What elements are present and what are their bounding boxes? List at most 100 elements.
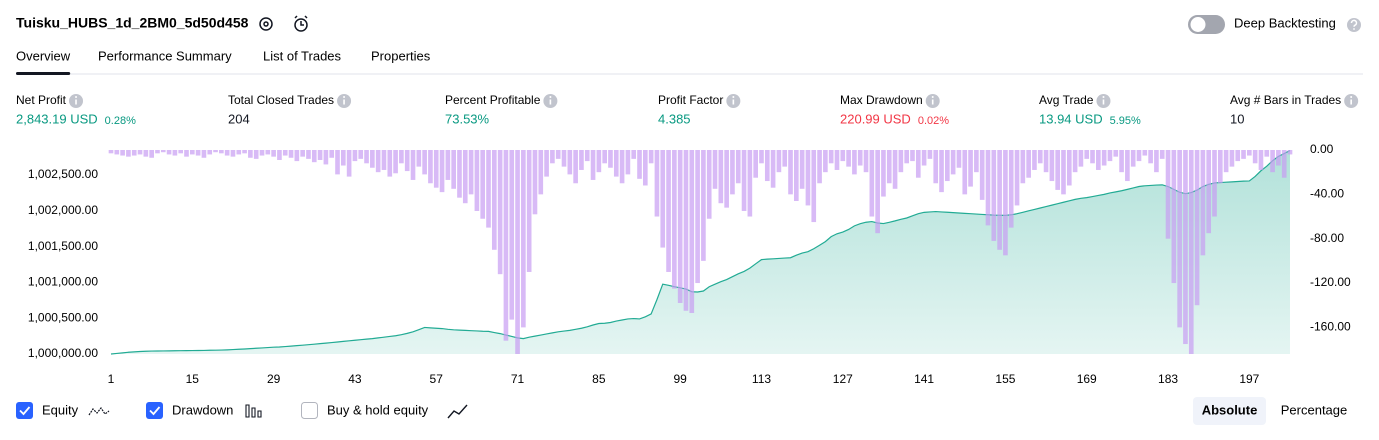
drawdown-bar bbox=[416, 150, 422, 167]
drawdown-bar bbox=[248, 150, 253, 158]
drawdown-bar bbox=[207, 150, 213, 155]
drawdown-bar bbox=[701, 150, 706, 261]
drawdown-bar bbox=[172, 150, 178, 156]
info-icon-dot bbox=[1102, 96, 1105, 98]
drawdown-bar bbox=[619, 150, 625, 184]
drawdown-bar bbox=[974, 150, 979, 173]
drawdown-bar bbox=[1159, 150, 1165, 159]
drawdown-bar bbox=[480, 150, 486, 219]
metric-value: 220.99 USD bbox=[840, 111, 911, 126]
drawdown-bar bbox=[608, 150, 613, 168]
drawdown-bar bbox=[277, 150, 282, 160]
drawdown-bar bbox=[433, 150, 439, 188]
drawdown-bar bbox=[370, 150, 375, 168]
drawdown-bar bbox=[306, 150, 311, 159]
drawdown-bar bbox=[1171, 150, 1177, 284]
info-icon-mark bbox=[1350, 99, 1352, 105]
metric-value: 73.53% bbox=[445, 111, 490, 126]
y-tick-label: 1,002,500.00 bbox=[28, 167, 98, 181]
drawdown-bar bbox=[596, 150, 602, 173]
mode-button[interactable]: Absolute bbox=[1202, 402, 1258, 417]
drawdown-bar bbox=[1084, 150, 1090, 159]
drawdown-bar bbox=[189, 150, 195, 155]
equity-area bbox=[111, 150, 1290, 354]
drawdown-bar bbox=[747, 150, 753, 217]
tab[interactable]: Performance Summary bbox=[98, 48, 232, 63]
drawdown-bar bbox=[288, 150, 294, 158]
drawdown-bar bbox=[486, 150, 491, 228]
drawdown-bar bbox=[352, 150, 358, 162]
drawdown-bar bbox=[730, 150, 735, 195]
drawdown-bar bbox=[271, 150, 276, 157]
drawdown-bar bbox=[364, 150, 369, 164]
drawdown-bar bbox=[219, 150, 224, 154]
drawdown-bar bbox=[503, 150, 509, 341]
drawdown-bar bbox=[1008, 150, 1014, 228]
metric-value: 13.94 USD bbox=[1039, 111, 1103, 126]
tab[interactable]: Properties bbox=[371, 48, 431, 63]
drawdown-bar bbox=[1165, 150, 1171, 239]
drawdown-bar bbox=[422, 150, 427, 175]
drawdown-bar bbox=[462, 150, 468, 204]
drawdown-bar bbox=[224, 150, 230, 156]
y-tick-label: 1,000,500.00 bbox=[28, 310, 98, 324]
drawdown-bar bbox=[921, 150, 927, 166]
drawdown-bar bbox=[1026, 150, 1031, 178]
drawdown-bar bbox=[660, 150, 666, 248]
drawdown-bar bbox=[509, 150, 515, 320]
drawdown-bar bbox=[387, 150, 393, 177]
drawdown-bar bbox=[1148, 150, 1153, 164]
info-icon-mark bbox=[732, 99, 735, 105]
metric-value: 10 bbox=[1230, 111, 1244, 126]
drawdown-bar bbox=[1223, 150, 1229, 173]
info-icon-dot bbox=[343, 96, 346, 98]
legend-label[interactable]: Equity bbox=[42, 402, 79, 417]
y2-tick-label: -120.00 bbox=[1310, 275, 1351, 289]
tab[interactable]: List of Trades bbox=[263, 48, 342, 63]
info-icon-mark bbox=[343, 99, 345, 105]
drawdown-bar bbox=[898, 150, 904, 173]
metric-label: Avg # Bars in Trades bbox=[1230, 93, 1341, 107]
drawdown-bar bbox=[904, 150, 910, 164]
drawdown-bar bbox=[1066, 150, 1072, 186]
legend-label[interactable]: Buy & hold equity bbox=[327, 402, 429, 417]
legend-label[interactable]: Drawdown bbox=[172, 402, 233, 417]
drawdown-bar bbox=[805, 150, 811, 206]
metric-label: Profit Factor bbox=[658, 93, 723, 107]
drawdown-bar bbox=[1014, 150, 1020, 206]
drawdown-bar bbox=[567, 150, 573, 175]
metric-label: Max Drawdown bbox=[840, 93, 923, 107]
checkbox[interactable] bbox=[16, 402, 33, 419]
checkbox[interactable] bbox=[301, 402, 318, 419]
drawdown-bar bbox=[782, 150, 788, 167]
drawdown-bar bbox=[579, 150, 584, 170]
drawdown-bar bbox=[230, 150, 236, 157]
settings-icon[interactable] bbox=[259, 17, 273, 31]
info-icon-dot bbox=[75, 96, 78, 98]
y-tick-label: 1,000,000.00 bbox=[28, 346, 98, 360]
drawdown-bar bbox=[799, 150, 805, 189]
drawdown-bar bbox=[1217, 150, 1223, 184]
drawdown-bar bbox=[149, 150, 154, 158]
help-icon[interactable] bbox=[1347, 18, 1361, 32]
alert-icon[interactable] bbox=[294, 15, 308, 32]
metric-change: 5.95% bbox=[1110, 115, 1141, 127]
drawdown-bar bbox=[555, 150, 561, 159]
drawdown-bar bbox=[329, 150, 335, 158]
metric-label: Net Profit bbox=[16, 93, 67, 107]
drawdown-bar bbox=[881, 150, 886, 197]
drawdown-bar bbox=[404, 150, 410, 172]
y-tick-label: 1,002,000.00 bbox=[28, 203, 98, 217]
drawdown-bar bbox=[538, 150, 544, 195]
drawdown-bar bbox=[706, 150, 712, 219]
drawdown-bar bbox=[689, 150, 695, 313]
deep-backtesting-toggle[interactable] bbox=[1188, 15, 1225, 34]
checkbox[interactable] bbox=[146, 402, 163, 419]
mode-button[interactable]: Percentage bbox=[1281, 402, 1348, 417]
tab[interactable]: Overview bbox=[16, 48, 71, 63]
drawdown-bar bbox=[201, 150, 207, 158]
checkbox-box bbox=[301, 402, 318, 419]
y-tick-label: 1,001,000.00 bbox=[28, 275, 98, 289]
x-tick-label: 29 bbox=[267, 372, 281, 386]
drawdown-bar bbox=[823, 150, 828, 173]
